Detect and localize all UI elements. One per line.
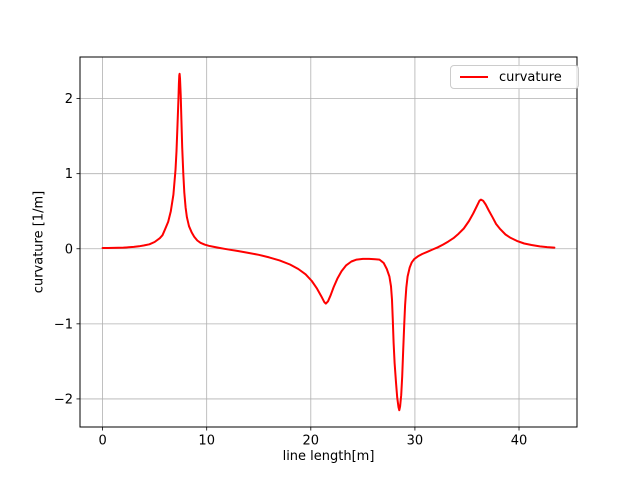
x-tick-label: 30 — [407, 434, 424, 449]
x-tick-label: 40 — [511, 434, 528, 449]
axes-spine — [79, 56, 578, 428]
legend-line-sample — [460, 76, 488, 78]
curvature-series-path — [101, 72, 556, 412]
y-tick-label: 1 — [65, 167, 73, 182]
y-axis-label: curvature [1/m] — [31, 190, 47, 294]
x-axis-label: line length[m] — [282, 449, 375, 464]
plot-border — [79, 56, 578, 428]
x-tick-label: 10 — [198, 434, 215, 449]
x-tick-label: 20 — [303, 434, 320, 449]
y-tick-label: 2 — [65, 92, 73, 107]
tick-labels: 0 10 20 30 40 −2 −1 0 1 2 — [54, 92, 527, 448]
y-tick-label: −2 — [54, 392, 73, 407]
legend: curvature — [450, 65, 579, 89]
curvature-line — [101, 72, 556, 412]
y-tick-label: −1 — [54, 317, 73, 332]
y-tick-label: 0 — [65, 242, 73, 257]
legend-label: curvature — [499, 69, 562, 85]
x-tick-label: 0 — [98, 434, 106, 449]
axis-ticks — [76, 98, 520, 431]
